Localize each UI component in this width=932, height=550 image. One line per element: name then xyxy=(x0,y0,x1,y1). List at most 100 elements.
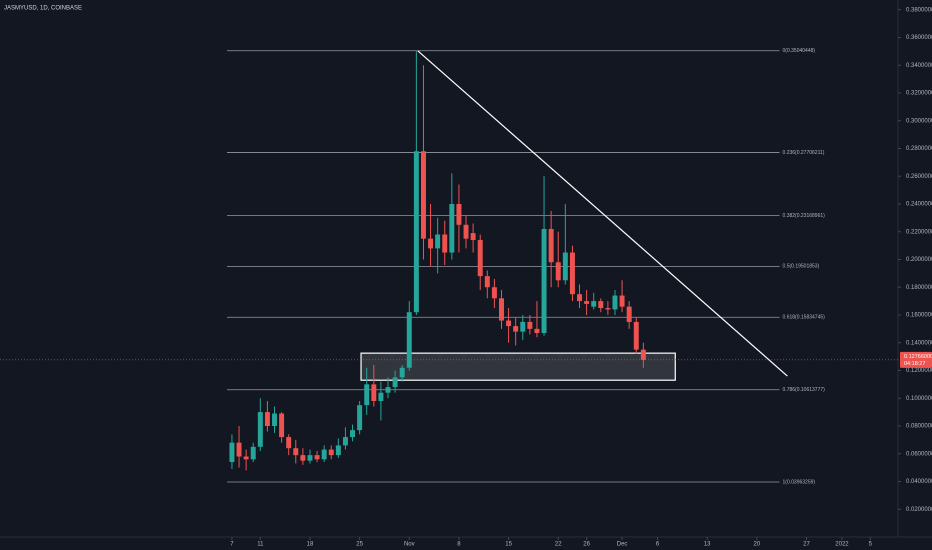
zone-box xyxy=(360,352,676,381)
candle-body xyxy=(484,276,490,288)
candle-body xyxy=(562,252,568,281)
fib-level-label: 0.5(0.19501853) xyxy=(783,264,820,270)
candle-body xyxy=(541,228,547,334)
y-tick-label: 0.32000000 xyxy=(906,91,932,97)
candle-body xyxy=(612,295,618,310)
y-tick-label: 0.34000000 xyxy=(906,63,932,69)
candle-body xyxy=(350,430,356,438)
y-tick-label: 0.20000000 xyxy=(906,257,932,263)
candle-body xyxy=(264,412,270,426)
y-tick-label: 0.38000000 xyxy=(906,7,932,13)
candle-body xyxy=(321,449,327,460)
x-tick-label: 6 xyxy=(656,542,660,548)
fib-level-label: 0.786(0.10613777) xyxy=(783,387,826,393)
x-tick-label: Nov xyxy=(404,542,415,548)
candle-body xyxy=(577,294,582,302)
y-tick-label: 0.08000000 xyxy=(906,424,932,430)
y-tick-label: 0.22000000 xyxy=(906,229,932,235)
trend-line xyxy=(417,50,788,377)
candle-body xyxy=(236,442,242,457)
candle-body xyxy=(626,306,632,322)
candle-body xyxy=(328,449,334,456)
candle-body xyxy=(534,328,540,334)
fib-level-label: 0.618(0.15834745) xyxy=(783,315,826,321)
candle-body xyxy=(640,349,646,360)
y-tick-label: 0.24000000 xyxy=(906,202,932,208)
y-tick-label: 0.04000000 xyxy=(906,479,932,485)
countdown-label: 04:18:27 xyxy=(904,361,925,367)
candle-body xyxy=(584,301,590,304)
candle-body xyxy=(633,321,639,350)
candle-body xyxy=(357,405,363,431)
candle-body xyxy=(420,151,426,239)
candle-body xyxy=(506,320,512,327)
x-tick-label: 11 xyxy=(257,542,264,548)
candle-body xyxy=(385,387,391,393)
x-tick-label: 15 xyxy=(505,542,512,548)
candle-body xyxy=(491,287,497,299)
x-tick-label: 22 xyxy=(555,542,562,548)
candle-body xyxy=(335,445,341,456)
candle-body xyxy=(314,455,320,460)
candle-body xyxy=(406,312,412,368)
candle-body xyxy=(477,240,483,277)
candle-body xyxy=(229,442,235,463)
x-tick-label: 20 xyxy=(754,542,761,548)
y-tick-label: 0.02000000 xyxy=(906,507,932,513)
candle-body xyxy=(598,301,604,309)
candle-body xyxy=(428,238,434,249)
y-tick-label: 0.18000000 xyxy=(906,285,932,291)
candle-body xyxy=(342,437,348,446)
candle-body xyxy=(413,151,419,313)
fib-level-label: 0(0.35040448) xyxy=(783,48,816,54)
candle-body xyxy=(569,252,575,295)
y-tick-label: 0.28000000 xyxy=(906,146,932,152)
x-tick-label: 26 xyxy=(583,542,590,548)
candle-body xyxy=(470,233,476,241)
y-tick-label: 0.12000000 xyxy=(906,368,932,374)
candle-body xyxy=(605,308,611,310)
y-tick-label: 0.26000000 xyxy=(906,174,932,180)
candle-body xyxy=(520,321,526,332)
last-price-label: 0.12766000 xyxy=(904,354,932,360)
chart-title: JASMYUSD, 1D, COINBASE xyxy=(4,6,82,12)
candle-body xyxy=(272,413,277,426)
candle-body xyxy=(257,412,263,447)
candle-body xyxy=(513,326,519,332)
fib-level-label: 1(0.03963259) xyxy=(783,479,816,485)
candle-body xyxy=(378,392,384,402)
candle-body xyxy=(619,295,625,307)
y-tick-label: 0.10000000 xyxy=(906,396,932,402)
candle-body xyxy=(250,446,256,460)
candle-body xyxy=(548,228,554,263)
y-tick-label: 0.36000000 xyxy=(906,35,932,41)
candle-body xyxy=(399,367,405,378)
y-tick-label: 0.16000000 xyxy=(906,313,932,319)
fib-level-label: 0.382(0.23168961) xyxy=(783,213,826,219)
x-tick-label: 18 xyxy=(307,542,314,548)
candle-body xyxy=(243,456,249,460)
candle-body xyxy=(463,224,469,239)
x-tick-label: 27 xyxy=(803,542,810,548)
candle-body xyxy=(555,262,561,281)
candle-body xyxy=(435,234,441,249)
candle-body xyxy=(300,455,306,461)
candle-body xyxy=(392,377,398,388)
candle-body xyxy=(371,384,377,402)
x-tick-label: Dec xyxy=(617,542,628,548)
candle-body xyxy=(591,301,597,307)
candle-body xyxy=(499,298,504,321)
y-tick-label: 0.14000000 xyxy=(906,340,932,346)
last-price-box xyxy=(900,351,932,368)
x-tick-label: 25 xyxy=(356,542,363,548)
candle-body xyxy=(449,203,455,253)
x-tick-label: 7 xyxy=(230,542,234,548)
x-tick-label: 8 xyxy=(457,542,461,548)
candle-body xyxy=(307,455,313,461)
x-tick-label: 2022 xyxy=(835,542,849,548)
candle-body xyxy=(279,413,285,438)
x-tick-label: 13 xyxy=(704,542,711,548)
y-tick-label: 0.06000000 xyxy=(906,451,932,457)
y-tick-label: 0.30000000 xyxy=(906,118,932,124)
